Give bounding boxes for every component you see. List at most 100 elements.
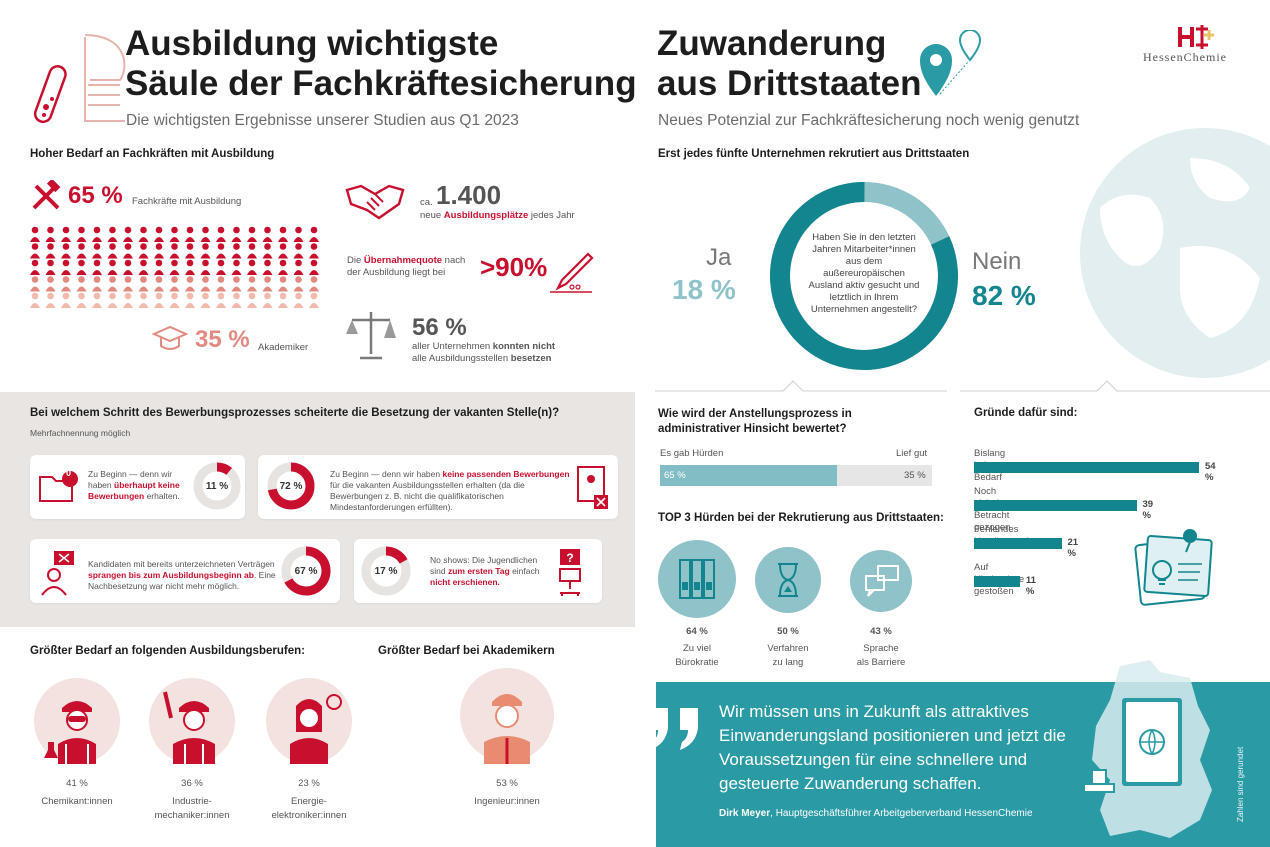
donut-67-pct: [281, 546, 331, 596]
empty-chair-question-icon: ?: [559, 549, 581, 596]
section-divider: [655, 380, 1270, 392]
person-figure: [30, 243, 40, 259]
person-figure: [107, 243, 118, 259]
person-figure: [107, 226, 118, 242]
person-figure: [216, 226, 226, 242]
takeover-line2: der Ausbildung liegt bei: [347, 267, 446, 278]
quote-mark-icon: [650, 708, 698, 750]
unfilled-line1-pre: aller Unternehmen: [412, 341, 491, 352]
person-figure: [262, 259, 273, 275]
person-figure: [231, 259, 242, 275]
person-figure: [231, 276, 242, 292]
academics-heading: Größter Bedarf bei Akademikern: [378, 645, 555, 657]
admin-heading-2: administrativer Hinsicht bewertet?: [658, 423, 847, 435]
person-figure: [123, 259, 133, 275]
recruit-heading: Erst jedes fünfte Unternehmen rekrutiert…: [658, 148, 970, 160]
rejected-document-icon: [577, 466, 608, 509]
footnote: Zahlen sind gerundet: [1236, 746, 1245, 822]
right-title: Zuwanderung aus Drittstaaten: [657, 24, 922, 104]
person-figure: [247, 276, 257, 292]
c3-pre: Kandidaten mit bereits unterzeichneten V…: [88, 559, 275, 569]
speech-bubbles-icon: [865, 565, 899, 597]
person-figure: [247, 243, 257, 259]
person-figure: [309, 226, 319, 242]
c1-post: erhalten.: [146, 491, 180, 501]
unfilled-text: aller Unternehmen konnten nicht alle Aus…: [412, 341, 555, 365]
lab-flask-icon: [33, 34, 126, 124]
person-figure: [30, 226, 40, 242]
person-figure: [92, 243, 102, 259]
person-figure: [61, 276, 71, 292]
process-card-2-text: Zu Beginn — denn wir haben keine passend…: [330, 469, 570, 513]
left-title-line2: Säule der Fachkräftesicherung: [125, 64, 637, 103]
person-figure: [185, 276, 195, 292]
donut-no-arc: [770, 182, 958, 370]
apprentice-post: jedes Jahr: [530, 210, 575, 221]
globe-background: [1080, 128, 1270, 378]
takeover-bold: Übernahmequote: [363, 255, 443, 266]
graduation-cap-icon: [152, 325, 188, 350]
person-figure: [247, 292, 257, 308]
person-figure: [262, 276, 273, 292]
jobs-heading: Größter Bedarf an folgenden Ausbildungsb…: [30, 645, 305, 657]
c4-mid: einfach: [512, 566, 540, 576]
person-figure: [45, 226, 56, 242]
note-pin-bulb-icon: [1134, 529, 1213, 606]
engineer-icon: [484, 694, 530, 764]
person-figure: [76, 276, 87, 292]
job-pct: 41 %: [66, 778, 88, 789]
person-figure: [169, 226, 180, 242]
donut-72-pct: [267, 462, 315, 510]
person-figure: [293, 292, 304, 308]
yes-pct: 18 %: [672, 274, 736, 305]
person-figure: [30, 292, 40, 308]
unfilled-line1-bold: konnten nicht: [492, 341, 556, 352]
hurdle-line2: Bürokratie: [675, 657, 719, 668]
process-note: Mehrfachnennung möglich: [30, 428, 131, 438]
person-figure: [138, 259, 149, 275]
donut-question: Haben Sie in den letzten Jahren Mitarbei…: [808, 232, 920, 315]
person-figure: [107, 259, 118, 275]
job-line1: Energie-: [291, 796, 327, 807]
person-figure: [30, 276, 40, 292]
skilled-label: Fachkräfte mit Ausbildung: [132, 196, 242, 207]
person-figure: [278, 276, 288, 292]
person-figure: [185, 292, 195, 308]
donut-value-arc: [281, 546, 331, 596]
takeover-text: Die Übernahmequote nach der Ausbildung l…: [347, 255, 475, 279]
apprentice-value: 1.400: [436, 180, 502, 210]
hurdle-line2: zu lang: [772, 657, 804, 668]
recruitment-donut: [770, 182, 958, 370]
person-figure: [293, 259, 304, 275]
unfilled-value: 56 %: [412, 314, 467, 341]
person-figure: [278, 243, 288, 259]
person-figure: [123, 243, 133, 259]
c2-bold: keine passenden Bewerbungen: [442, 469, 570, 479]
reasons-heading: Gründe dafür sind:: [974, 407, 1078, 419]
person-figure: [92, 276, 102, 292]
no-label: Nein: [972, 248, 1022, 275]
donut-11-pct: [193, 462, 241, 510]
person-figure: [169, 243, 180, 259]
admin-heading: Wie wird der Anstellungsprozess in admin…: [658, 407, 852, 437]
apprentice-pre: neue: [420, 210, 442, 221]
hessenchemie-logo-text: HessenChemie: [1143, 50, 1227, 64]
c3-post: . Eine Nachbesetzung war nicht mehr mögl…: [88, 570, 276, 591]
admin-left-label: Es gab Hürden: [660, 448, 724, 459]
person-figure: [309, 243, 319, 259]
person-figure: [262, 243, 273, 259]
person-figure: [138, 226, 149, 242]
admin-left-pct: 65 %: [664, 470, 686, 481]
hurdles-heading: TOP 3 Hürden bei der Rekrutierung aus Dr…: [658, 512, 944, 524]
reason-bar: [974, 538, 1062, 549]
person-figure: [200, 292, 211, 308]
academic-pct: 35 %: [195, 326, 250, 353]
person-figure: [154, 226, 164, 242]
c1-bold: überhaupt keine Bewerbungen: [88, 480, 180, 501]
person-figure: [169, 259, 180, 275]
takeover-post: nach: [444, 255, 466, 266]
person-figure: [123, 276, 133, 292]
person-figure: [200, 276, 211, 292]
person-figure: [278, 292, 288, 308]
mechanic-icon: [163, 691, 215, 764]
